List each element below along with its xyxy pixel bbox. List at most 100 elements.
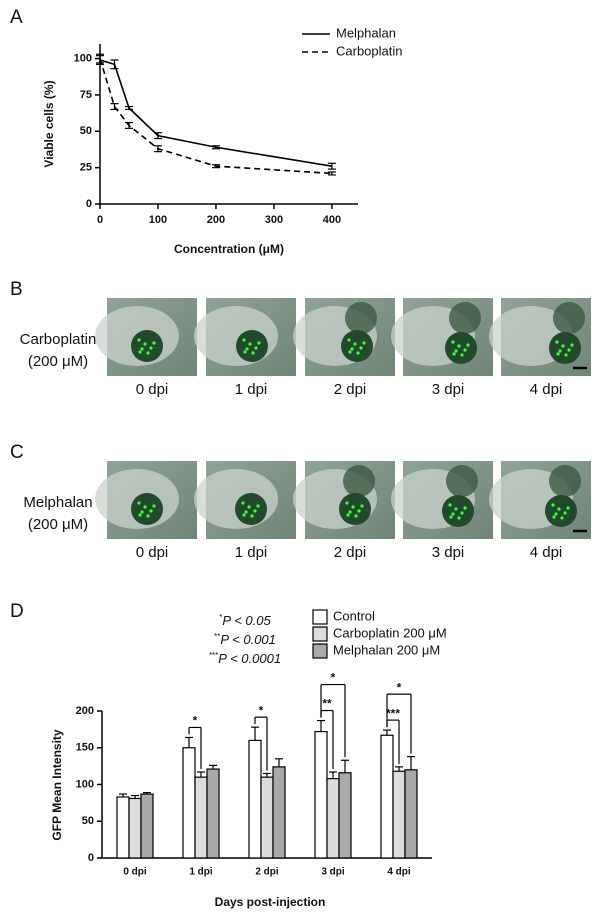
eye-far <box>446 465 478 497</box>
gfp-spot <box>244 510 248 514</box>
significance-note: ***P < 0.0001 <box>209 651 281 666</box>
y-tick-label: 25 <box>80 162 92 174</box>
error-bar <box>131 794 139 799</box>
bar <box>194 776 208 859</box>
gfp-spot <box>149 509 153 513</box>
bar <box>116 796 130 859</box>
fish-body <box>194 469 278 529</box>
note-text: P < 0.05 <box>222 613 271 628</box>
eye <box>445 332 477 364</box>
bar <box>128 797 142 859</box>
gfp-spot <box>243 350 247 354</box>
note-stars: * <box>219 613 222 622</box>
gfp-spot <box>348 510 352 514</box>
error-bar <box>153 132 162 140</box>
error-bar <box>143 791 151 795</box>
gfp-spot <box>362 341 366 345</box>
eye <box>442 495 474 527</box>
y-axis-label: Viable cells (%) <box>42 80 56 167</box>
y-tick-label: 50 <box>80 125 92 137</box>
gfp-spot <box>242 513 246 517</box>
gfp-spot <box>143 505 147 509</box>
x-tick-label: 100 <box>149 214 167 226</box>
gfp-spot <box>250 514 254 518</box>
gfp-spot <box>359 346 363 350</box>
eye-far <box>553 302 585 334</box>
bar <box>206 768 220 859</box>
legend-label: Melphalan <box>336 25 396 40</box>
gfp-spot <box>241 501 245 505</box>
gfp-spot <box>137 501 141 505</box>
error-bar <box>327 162 336 170</box>
eye <box>549 332 581 364</box>
gfp-spot <box>452 352 456 356</box>
gfp-spot <box>140 510 144 514</box>
y-tick-label: 100 <box>74 52 92 64</box>
gfp-spot <box>354 514 358 518</box>
panel-letter: A <box>10 7 23 28</box>
gfp-spot <box>457 344 461 348</box>
timepoint-label: 3 dpi <box>432 381 465 398</box>
bar <box>404 769 418 859</box>
gfp-spot <box>146 351 150 355</box>
significance-label: * <box>259 703 264 717</box>
gfp-spot <box>351 505 355 509</box>
error-bar <box>341 759 349 773</box>
y-tick-label: 150 <box>76 742 94 754</box>
eye-far <box>345 302 377 334</box>
gfp-spot <box>448 503 452 507</box>
timepoint-label: 0 dpi <box>136 381 169 398</box>
significance-note: **P < 0.001 <box>214 632 276 647</box>
gfp-spot <box>242 338 246 342</box>
y-tick-label: 200 <box>76 705 94 717</box>
fish-image <box>293 461 395 539</box>
error-bar <box>197 771 205 778</box>
note-text: P < 0.001 <box>220 632 276 647</box>
x-tick-label: 1 dpi <box>189 867 213 878</box>
gfp-spot <box>146 514 150 518</box>
gfp-spot <box>561 344 565 348</box>
gfp-spot <box>138 350 142 354</box>
legend-swatch <box>312 609 328 625</box>
significance-label: * <box>397 680 402 694</box>
bar <box>380 734 394 859</box>
gfp-spot <box>149 346 153 350</box>
gfp-spot <box>353 342 357 346</box>
gfp-spot <box>254 346 258 350</box>
line-series <box>99 58 332 175</box>
error-bar <box>185 736 193 748</box>
gfp-spot <box>345 501 349 505</box>
legend-swatch <box>312 626 328 642</box>
fish-image <box>194 461 296 539</box>
gfp-spot <box>451 340 455 344</box>
bar <box>182 747 196 859</box>
x-tick-label: 200 <box>207 214 225 226</box>
condition-label: (200 μM) <box>28 516 88 533</box>
fish-image <box>194 298 296 376</box>
gfp-spot <box>350 347 354 351</box>
bar <box>392 770 406 859</box>
error-bar <box>329 771 337 779</box>
gfp-spot <box>454 507 458 511</box>
gfp-spot <box>460 511 464 515</box>
x-tick-label: 300 <box>265 214 283 226</box>
timepoint-label: 1 dpi <box>235 544 268 561</box>
gfp-spot <box>356 351 360 355</box>
gfp-spot <box>552 515 556 519</box>
error-bar <box>251 726 259 741</box>
error-bar <box>263 772 271 778</box>
gfp-spot <box>555 340 559 344</box>
gfp-spot <box>256 504 260 508</box>
timepoint-label: 2 dpi <box>334 544 367 561</box>
fish-image <box>293 298 395 376</box>
y-tick-label: 75 <box>80 89 92 101</box>
bar <box>140 793 154 859</box>
significance-label: *** <box>386 706 400 720</box>
fish-image <box>95 461 197 539</box>
fish-image <box>391 298 493 376</box>
condition-label: Melphalan <box>23 494 92 511</box>
error-bar <box>211 145 220 150</box>
error-bar <box>327 171 336 176</box>
gfp-spot <box>560 516 564 520</box>
